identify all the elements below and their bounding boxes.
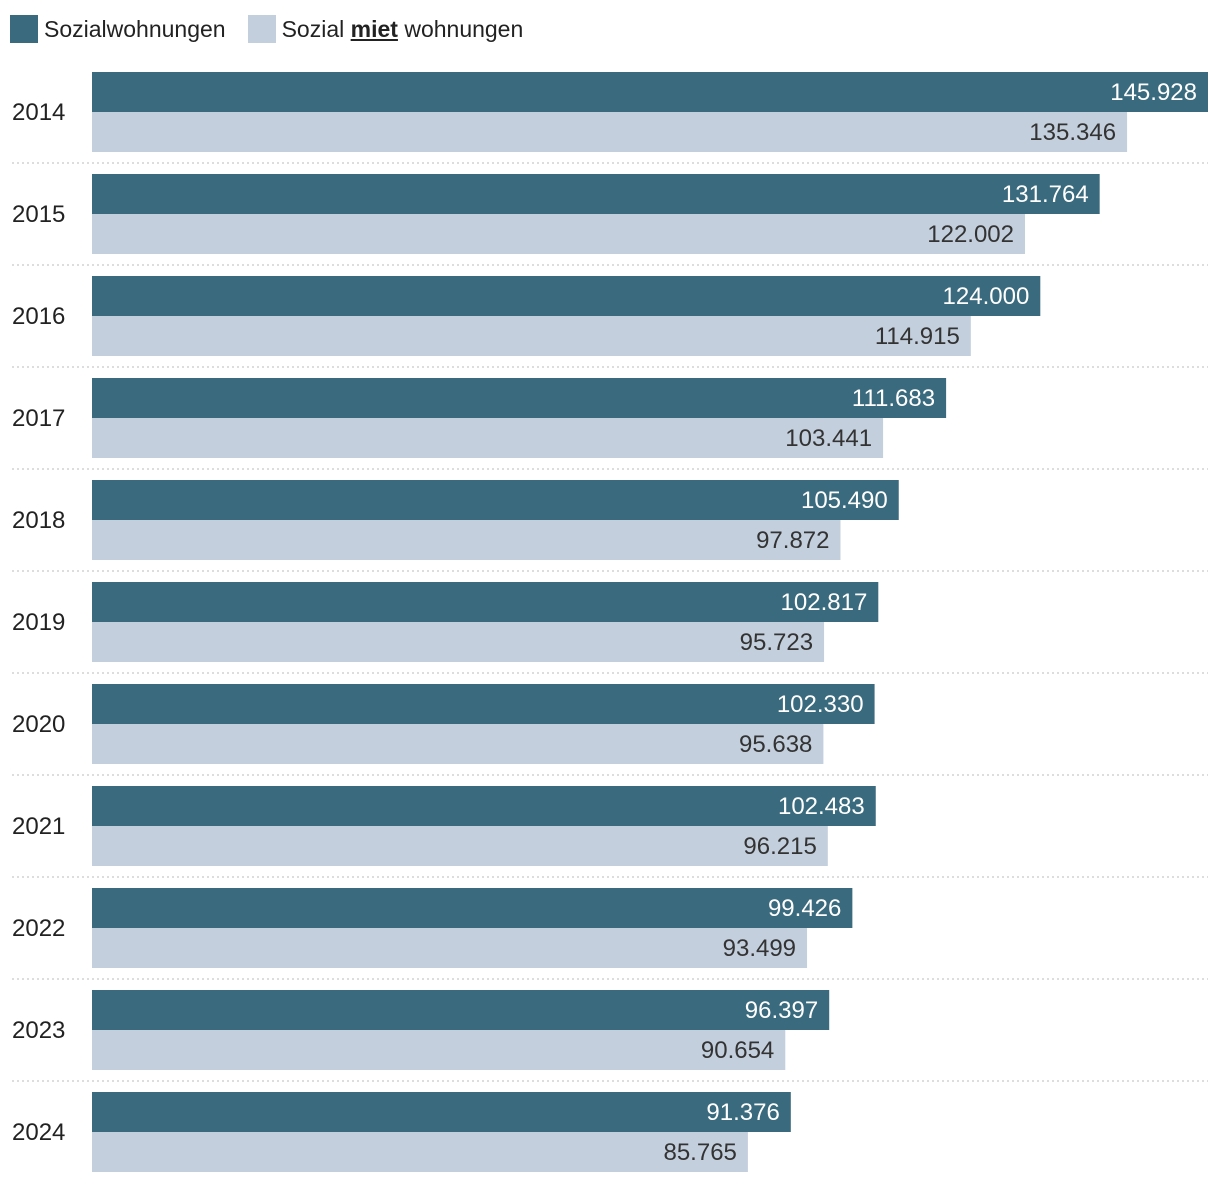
category-label-2016: 2016 [12,303,65,330]
bar-series1-2023 [92,990,830,1030]
legend-swatch-sozialwohnungen [10,15,38,43]
legend-label-sozialwohnungen: Sozialwohnungen [44,15,226,42]
legend-label-sozialmietwohnungen: Sozial miet wohnungen [282,16,524,43]
legend-swatch-sozialmietwohnungen [247,15,276,43]
legend-label-part-wohnungen: wohnungen [404,15,524,42]
bar-series1-2019 [92,582,879,622]
bar-series1-2016 [92,276,1041,316]
category-label-2014: 2014 [12,99,65,126]
category-label-2024: 2024 [12,1119,65,1146]
data-label-series2-2021: 96.215 [743,833,816,860]
legend-item-sozialwohnungen: Sozialwohnungen [10,15,226,43]
data-label-series1-2017: 111.683 [852,385,935,412]
bar-series2-2023 [92,1030,786,1070]
legend-label-part-sozial: Sozial [281,15,345,42]
category-label-2020: 2020 [12,711,65,738]
bar-series2-2017 [92,418,884,458]
bar-series2-2018 [92,520,841,560]
data-label-series2-2018: 97.872 [756,527,829,554]
data-label-series2-2020: 95.638 [739,731,812,758]
bar-series2-2019 [92,622,825,662]
data-label-series2-2019: 95.723 [740,629,813,656]
data-label-series2-2016: 114.915 [875,323,960,350]
data-label-series2-2017: 103.441 [785,425,872,452]
data-label-series1-2014: 145.928 [1110,79,1197,106]
data-label-series1-2021: 102.483 [778,793,865,820]
bar-series1-2024 [92,1092,791,1132]
data-label-series2-2023: 90.654 [701,1037,774,1064]
legend-item-sozialmietwohnungen: Sozial miet wohnungen [247,15,524,43]
data-label-series2-2015: 122.002 [927,221,1014,248]
data-label-series1-2022: 99.426 [768,895,841,922]
bar-series1-2017 [92,378,947,418]
bar-series2-2021 [92,826,828,866]
bar-series1-2014 [92,72,1208,112]
bar-series2-2020 [92,724,824,764]
bar-series2-2015 [92,214,1026,254]
bar-series2-2014 [92,112,1128,152]
data-label-series1-2023: 96.397 [745,997,818,1024]
data-label-series1-2016: 124.000 [943,283,1030,310]
category-label-2018: 2018 [12,507,65,534]
data-label-series1-2020: 102.330 [777,691,864,718]
category-label-2021: 2021 [12,813,65,840]
legend-label-part-miet: miet [350,15,398,42]
category-label-2017: 2017 [12,405,65,432]
data-label-series2-2022: 93.499 [723,935,796,962]
bar-series1-2015 [92,174,1100,214]
bar-series1-2022 [92,888,853,928]
data-label-series1-2024: 91.376 [706,1099,779,1126]
bar-series1-2020 [92,684,875,724]
bar-series1-2018 [92,480,899,520]
data-label-series2-2024: 85.765 [663,1139,736,1166]
bar-series1-2021 [92,786,876,826]
category-label-2019: 2019 [12,609,65,636]
bar-series2-2022 [92,928,808,968]
data-label-series1-2018: 105.490 [801,487,888,514]
data-label-series1-2015: 131.764 [1002,181,1089,208]
category-label-2022: 2022 [12,915,65,942]
legend: Sozialwohnungen Sozial miet wohnungen [10,14,545,44]
category-label-2015: 2015 [12,201,65,228]
category-label-2023: 2023 [12,1017,65,1044]
data-label-series1-2019: 102.817 [781,589,868,616]
bar-series2-2024 [92,1132,748,1172]
bar-series2-2016 [92,316,971,356]
data-label-series2-2014: 135.346 [1029,119,1116,146]
